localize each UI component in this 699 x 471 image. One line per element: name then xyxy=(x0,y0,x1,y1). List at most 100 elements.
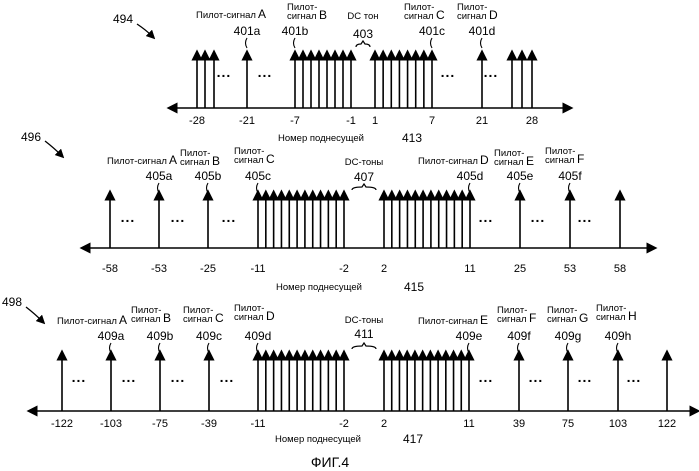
pilot-label-a: Пилот-сигналA401a xyxy=(196,7,266,48)
tick-label: -2 xyxy=(339,418,349,430)
tick-label: 7 xyxy=(429,115,435,127)
pilot-ref-leader xyxy=(257,183,259,193)
ellipsis: ... xyxy=(258,64,273,80)
pilot-letter: H xyxy=(628,309,637,323)
pilot-label-text: сигнал xyxy=(234,155,264,166)
pilot-letter: A xyxy=(119,313,127,327)
diagram-ref: 496 xyxy=(21,130,41,144)
pilot-ref-leader xyxy=(567,343,569,353)
tick-label: -1 xyxy=(346,115,356,127)
pilot-label-text: сигнал xyxy=(183,314,213,325)
pilot-label-d: Пилот-сигналD409d xyxy=(234,303,275,353)
diagram-ref: 498 xyxy=(2,295,22,309)
pilot-letter: A xyxy=(258,7,266,21)
subcarrier-diagram-494: 494............-28-21-7-1172128Номер под… xyxy=(113,2,568,145)
dc-brace xyxy=(356,41,370,47)
pilot-label-text: Пилот-сигнал xyxy=(418,156,478,167)
pilot-letter: D xyxy=(489,8,498,22)
axis-ref: 413 xyxy=(402,131,422,145)
tick-label: 25 xyxy=(514,263,526,275)
ellipsis: ... xyxy=(217,64,232,80)
pilot-letter: C xyxy=(215,311,224,325)
pilot-label-b: Пилот-сигналB409b xyxy=(131,305,174,353)
pilot-letter: F xyxy=(529,311,536,325)
tick-label: 39 xyxy=(513,418,525,430)
pilot-label-g: Пилот-сигналG409g xyxy=(547,305,588,353)
pilot-ref: 405d xyxy=(457,169,484,183)
tick-label: -11 xyxy=(250,263,265,275)
pilot-ref: 405e xyxy=(507,169,534,183)
pilot-ref: 401a xyxy=(234,24,261,38)
pilot-letter: B xyxy=(319,8,327,22)
tick-label: 21 xyxy=(476,115,488,127)
ellipsis: ... xyxy=(171,369,186,385)
pilot-ref-leader xyxy=(431,38,433,48)
pilot-ref-leader xyxy=(159,343,161,353)
diagram-ref-leader xyxy=(45,141,61,155)
pilot-label-text: сигнал xyxy=(457,11,487,22)
pilot-label-d: Пилот-сигналD405d xyxy=(418,153,489,193)
pilot-ref: 409d xyxy=(245,329,272,343)
ellipsis: ... xyxy=(484,64,499,80)
ellipsis: ... xyxy=(531,209,546,225)
pilot-ref-leader xyxy=(617,343,619,353)
axis-ref: 417 xyxy=(403,432,423,446)
tick-label: -75 xyxy=(152,418,168,430)
pilot-label-f: Пилот-сигналF409f xyxy=(497,305,536,353)
pilot-ref: 409a xyxy=(98,329,125,343)
ellipsis: ... xyxy=(479,369,494,385)
figure-caption: ФИГ.4 xyxy=(311,454,349,470)
pilot-ref-leader xyxy=(294,38,296,48)
pilot-label-text: Пилот-сигнал xyxy=(418,316,478,327)
pilot-label-a: Пилот-сигналA409a xyxy=(57,313,127,353)
pilot-ref-leader xyxy=(569,183,571,193)
axis-label: Номер поднесущей xyxy=(276,282,362,293)
pilot-label-f: Пилот-сигналF405f xyxy=(545,146,584,193)
tick-label: 75 xyxy=(562,418,574,430)
pilot-label-text: сигнал xyxy=(596,312,626,323)
pilot-label-c: Пилот-сигналC405c xyxy=(234,146,275,193)
pilot-ref: 409b xyxy=(147,329,174,343)
dc-brace xyxy=(352,184,376,190)
pilot-letter: E xyxy=(480,313,488,327)
pilot-letter: B xyxy=(212,154,220,168)
pilot-ref: 405b xyxy=(195,169,222,183)
pilot-label-e: Пилот-сигналE 409e xyxy=(418,313,488,353)
pilot-label-text: сигнал xyxy=(180,157,210,168)
pilot-label-text: сигнал xyxy=(287,11,317,22)
ellipsis: ... xyxy=(441,64,456,80)
tick-label: -7 xyxy=(290,115,300,127)
pilot-label-text: сигнал xyxy=(497,314,527,325)
pilot-label-text: сигнал xyxy=(545,155,575,166)
dc-brace xyxy=(352,343,376,349)
subcarrier-diagram-496: 496..................-58-53-25-11-221125… xyxy=(21,130,652,294)
ellipsis: ... xyxy=(578,369,593,385)
axis-label: Номер поднесущей xyxy=(275,434,361,445)
dc-ref: 411 xyxy=(354,327,373,341)
dc-label: DC тон xyxy=(347,11,378,22)
pilot-label-d: Пилот-сигналD401d xyxy=(457,2,498,48)
tick-label: -11 xyxy=(250,418,265,430)
subcarrier-diagram-498: 498........................-122-103-75-3… xyxy=(2,295,695,446)
dc-ref: 407 xyxy=(354,170,374,184)
tick-label: -58 xyxy=(102,263,118,275)
pilot-label-text: сигнал xyxy=(547,314,577,325)
tick-label: 58 xyxy=(614,263,626,275)
tick-label: -2 xyxy=(339,263,349,275)
pilot-letter: E xyxy=(526,154,534,168)
tick-label: 103 xyxy=(609,418,627,430)
tick-label: 53 xyxy=(564,263,576,275)
pilot-letter: C xyxy=(266,152,275,166)
pilot-ref: 405c xyxy=(245,169,271,183)
pilot-ref: 409e xyxy=(456,329,483,343)
pilot-label-h: Пилот-сигналH409h xyxy=(596,303,637,353)
diagram-ref: 494 xyxy=(113,12,133,26)
pilot-ref-leader xyxy=(481,38,483,48)
pilot-ref: 401d xyxy=(469,24,496,38)
axis-label: Номер поднесущей xyxy=(278,133,364,144)
pilot-ref: 401c xyxy=(419,24,445,38)
diagram-ref-leader xyxy=(26,307,42,321)
pilot-ref-leader xyxy=(468,343,470,353)
tick-label: -53 xyxy=(151,263,167,275)
